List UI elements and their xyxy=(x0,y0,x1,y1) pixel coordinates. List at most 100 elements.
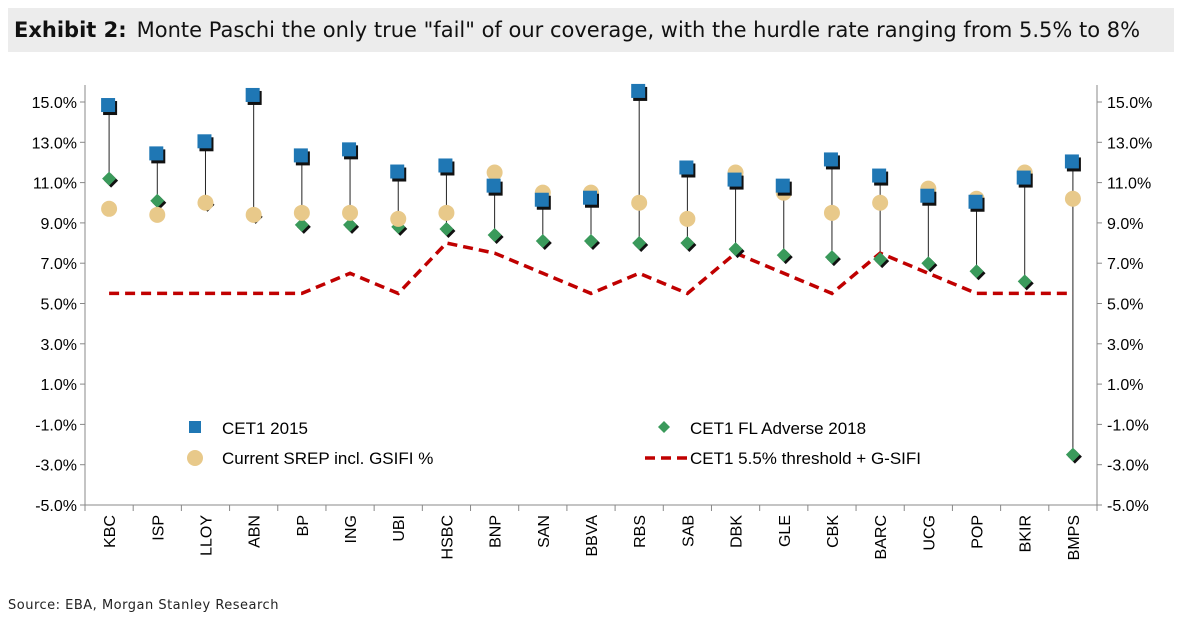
category-label: POP xyxy=(970,515,987,549)
adverse-2018-point xyxy=(102,171,117,186)
adverse-2018-point xyxy=(343,217,358,232)
cet1-2015-point xyxy=(631,83,646,98)
legend-label-srep: Current SREP incl. GSIFI % xyxy=(222,449,433,468)
adverse-2018-point xyxy=(921,256,936,271)
adverse-2018-point xyxy=(584,234,598,249)
category-label: RBS xyxy=(632,515,649,548)
right-tick-label: 7.0% xyxy=(1107,256,1143,273)
left-tick-label: 5.0% xyxy=(41,297,77,314)
category-label: SAB xyxy=(680,515,697,547)
left-tick-label: -5.0% xyxy=(35,498,77,515)
right-tick-label: 9.0% xyxy=(1107,216,1143,233)
left-tick-label: 15.0% xyxy=(32,95,77,112)
right-tick-label: -1.0% xyxy=(1107,417,1149,434)
srep-point xyxy=(486,164,503,181)
cet1-2015-point xyxy=(583,190,597,205)
right-tick-label: 1.0% xyxy=(1107,377,1143,394)
adverse-2018-point xyxy=(487,227,502,242)
threshold-line xyxy=(109,241,1073,296)
adverse-2018-point xyxy=(535,234,550,249)
left-tick-label: -3.0% xyxy=(35,458,77,475)
srep-point xyxy=(631,194,648,211)
srep-point xyxy=(679,210,696,227)
cet1-2015-point xyxy=(486,178,501,193)
category-label: KBC xyxy=(102,515,119,548)
adverse-2018-point xyxy=(1017,274,1032,289)
cet1-2015-point xyxy=(920,188,935,203)
category-label: BARC xyxy=(873,515,890,559)
category-label: BNP xyxy=(488,515,505,548)
adverse-2018-point xyxy=(680,236,695,251)
cet1-2015-point xyxy=(101,98,116,113)
category-label: ABN xyxy=(247,515,264,548)
cet1-2015-point xyxy=(390,164,405,179)
left-tick-label: 1.0% xyxy=(41,377,77,394)
category-label: CBK xyxy=(825,515,842,548)
cet1-2015-point xyxy=(1064,154,1079,169)
adverse-2018-point xyxy=(150,193,165,208)
right-tick-label: -3.0% xyxy=(1107,458,1149,475)
cet1-2015-point xyxy=(823,152,838,167)
left-tick-label: 7.0% xyxy=(41,256,77,273)
category-label: LLOY xyxy=(198,515,215,556)
adverse-2018-point xyxy=(728,242,743,257)
cet1-2015-point xyxy=(342,142,357,157)
srep-point xyxy=(101,200,118,217)
category-label: DBK xyxy=(729,515,746,548)
legend-label-cet1-2015: CET1 2015 xyxy=(222,419,308,438)
adverse-2018-point xyxy=(632,236,647,251)
exhibit-text: Monte Paschi the only true "fail" of our… xyxy=(136,18,1141,42)
right-tick-label: 5.0% xyxy=(1107,297,1143,314)
category-label: SAN xyxy=(536,515,553,548)
adverse-2018-point xyxy=(969,264,984,279)
legend-label-threshold: CET1 5.5% threshold + G-SIFI xyxy=(690,449,921,468)
left-tick-label: 9.0% xyxy=(41,216,77,233)
right-tick-label: 3.0% xyxy=(1107,337,1143,354)
srep-point xyxy=(197,194,214,211)
cet1-2015-point xyxy=(534,192,549,207)
right-tick-label: -5.0% xyxy=(1107,498,1149,515)
legend-marker-srep xyxy=(187,450,203,466)
category-label: UCG xyxy=(921,515,938,551)
adverse-2018-point xyxy=(294,217,309,232)
srep-point xyxy=(1064,190,1081,207)
adverse-2018-point xyxy=(776,248,791,263)
srep-point xyxy=(342,204,359,221)
srep-point xyxy=(823,204,840,221)
left-tick-label: 13.0% xyxy=(32,135,77,152)
cet1-2015-point xyxy=(149,146,164,161)
adverse-2018-point xyxy=(439,221,454,236)
cet1-2015-point xyxy=(438,158,453,173)
category-label: BBVA xyxy=(584,515,601,557)
legend-marker-cet1-2015 xyxy=(189,421,201,433)
adverse-2018-point xyxy=(824,250,839,265)
category-label: GLE xyxy=(777,515,794,547)
left-tick-label: 11.0% xyxy=(33,176,77,193)
cet1-2015-point xyxy=(775,178,790,193)
srep-point xyxy=(149,206,166,223)
legend-marker-adverse-2018 xyxy=(658,421,670,433)
category-label: BMPS xyxy=(1066,515,1083,560)
cet1-2015-point xyxy=(679,160,694,175)
category-label: BKIR xyxy=(1018,515,1035,552)
right-tick-label: 15.0% xyxy=(1107,95,1152,112)
cet1-2015-point xyxy=(968,194,983,209)
srep-point xyxy=(872,194,889,211)
exhibit-title: Exhibit 2: Monte Paschi the only true "fa… xyxy=(8,8,1174,52)
cet1-2015-point xyxy=(245,87,260,102)
srep-point xyxy=(293,204,310,221)
left-tick-label: 3.0% xyxy=(41,337,77,354)
srep-point xyxy=(438,204,455,221)
cet1-2015-point xyxy=(1016,170,1031,185)
adverse-2018-point xyxy=(1065,447,1080,462)
category-label: BP xyxy=(295,515,312,536)
adverse-2018-point xyxy=(873,252,888,267)
legend-label-adverse-2018: CET1 FL Adverse 2018 xyxy=(690,419,866,438)
category-label: ING xyxy=(343,515,360,543)
category-label: ISP xyxy=(150,515,167,541)
source-note: Source: EBA, Morgan Stanley Research xyxy=(8,598,279,613)
srep-point xyxy=(245,206,262,223)
right-tick-label: 13.0% xyxy=(1107,135,1152,152)
category-label: HSBC xyxy=(439,515,456,559)
